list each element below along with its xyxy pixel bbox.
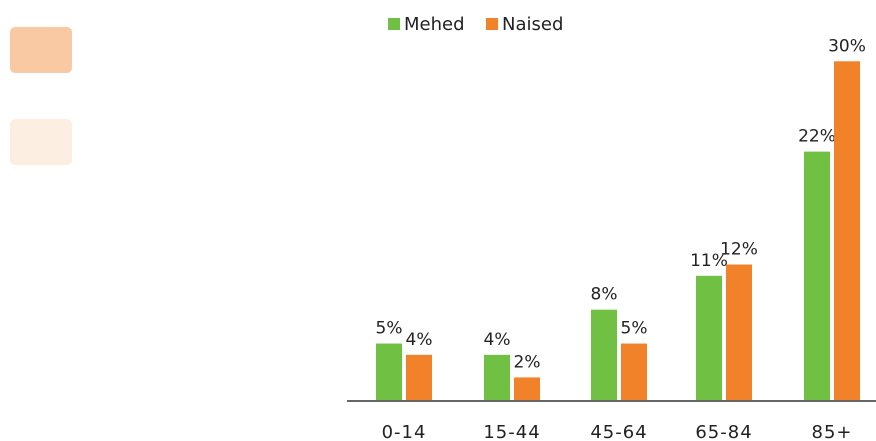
bar-naised-0-14 <box>406 354 432 400</box>
peach-swatch <box>10 27 72 73</box>
data-label-mehed-15-44: 4% <box>484 330 511 350</box>
bar-naised-85+ <box>834 61 860 401</box>
data-label-naised-0-14: 4% <box>406 330 433 350</box>
data-label-naised-65-84: 12% <box>720 240 758 260</box>
legend-swatch-naised <box>486 18 498 30</box>
bar-naised-15-44 <box>514 377 540 400</box>
data-label-naised-45-64: 5% <box>621 319 648 339</box>
bar-mehed-0-14 <box>376 343 402 400</box>
cream-swatch <box>10 119 72 165</box>
data-label-mehed-45-64: 8% <box>591 285 618 305</box>
x-tick-label-85+: 85+ <box>812 422 853 441</box>
data-label-mehed-65-84: 11% <box>690 251 728 271</box>
data-label-mehed-0-14: 5% <box>376 319 403 339</box>
legend-label-mehed: Mehed <box>404 14 465 35</box>
x-tick-label-65-84: 65-84 <box>695 422 752 441</box>
bar-naised-65-84 <box>726 264 752 400</box>
bar-mehed-45-64 <box>591 309 617 400</box>
bar-mehed-85+ <box>804 151 830 400</box>
legend-label-naised: Naised <box>502 14 563 35</box>
bar-naised-45-64 <box>621 343 647 400</box>
data-label-naised-15-44: 2% <box>514 352 541 372</box>
bar-mehed-65-84 <box>696 275 722 400</box>
legend-swatch-mehed <box>388 18 400 30</box>
data-label-naised-85+: 30% <box>828 36 866 56</box>
x-tick-label-45-64: 45-64 <box>590 422 647 441</box>
bar-mehed-15-44 <box>484 354 510 400</box>
x-tick-label-0-14: 0-14 <box>382 422 427 441</box>
x-tick-label-15-44: 15-44 <box>483 422 540 441</box>
data-label-mehed-85+: 22% <box>798 127 836 147</box>
